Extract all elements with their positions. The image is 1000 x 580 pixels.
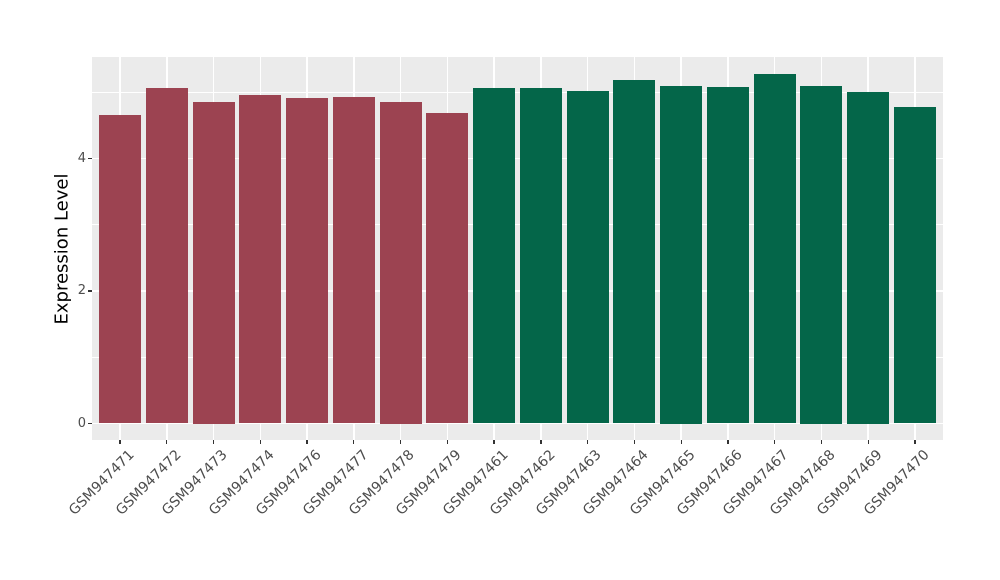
bar-GSM947461 (473, 87, 516, 424)
x-tick-mark (680, 440, 682, 444)
y-axis-title: Expression Level (51, 173, 73, 325)
bar-GSM947476 (286, 97, 329, 424)
y-tick-label: 2 (77, 283, 86, 298)
x-tick-mark (633, 440, 636, 444)
bar-GSM947464 (613, 79, 656, 424)
x-tick-mark (212, 440, 215, 444)
y-tick-mark (88, 157, 92, 160)
x-tick-mark (914, 440, 916, 444)
x-tick-mark (867, 440, 869, 444)
plot-panel (92, 57, 943, 440)
x-tick-mark (353, 440, 355, 444)
x-tick-mark (586, 440, 589, 444)
x-tick-mark (727, 440, 729, 444)
x-tick-mark (306, 440, 308, 444)
bar-GSM947470 (893, 107, 936, 424)
bar-GSM947474 (239, 94, 282, 424)
y-tick-mark (88, 290, 92, 292)
y-tick-mark (88, 422, 92, 425)
x-tick-mark (166, 440, 168, 444)
y-gridline-minor (92, 91, 943, 93)
x-tick-mark (774, 440, 776, 444)
bar-GSM947472 (145, 87, 188, 424)
x-tick-mark (119, 440, 121, 444)
x-tick-mark (820, 440, 823, 444)
x-tick-mark (446, 440, 448, 444)
x-tick-mark (493, 440, 495, 444)
y-gridline-major (92, 290, 943, 292)
x-tick-mark (399, 440, 402, 444)
bar-GSM947473 (192, 102, 235, 424)
y-gridline-minor (92, 356, 943, 358)
y-tick-label: 4 (77, 150, 86, 166)
y-gridline-minor (92, 224, 943, 226)
bar-GSM947463 (566, 90, 609, 424)
x-tick-mark (259, 440, 261, 444)
bar-GSM947479 (426, 112, 469, 424)
bar-GSM947467 (753, 73, 796, 424)
bar-GSM947466 (706, 86, 749, 424)
bar-GSM947469 (847, 92, 890, 424)
bar-GSM947477 (332, 96, 375, 424)
bar-GSM947468 (800, 85, 843, 424)
bar-GSM947465 (660, 85, 703, 424)
x-tick-mark (540, 440, 542, 444)
bar-GSM947478 (379, 102, 422, 424)
y-gridline-major (92, 422, 943, 425)
bar-GSM947471 (99, 114, 142, 424)
bar-GSM947462 (519, 88, 562, 424)
y-gridline-major (92, 157, 943, 160)
y-tick-label: 0 (77, 415, 86, 431)
